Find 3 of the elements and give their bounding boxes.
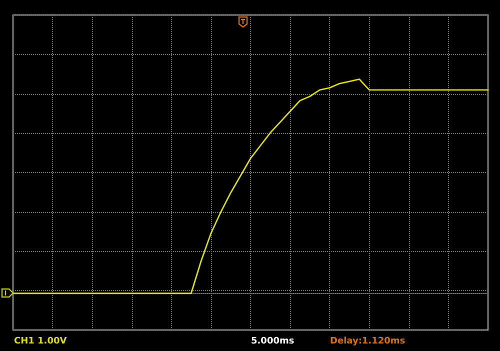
text: CH1 1.00V xyxy=(14,336,67,346)
text: Delay:1.120ms xyxy=(330,336,406,346)
text: 5.000ms xyxy=(251,336,294,346)
